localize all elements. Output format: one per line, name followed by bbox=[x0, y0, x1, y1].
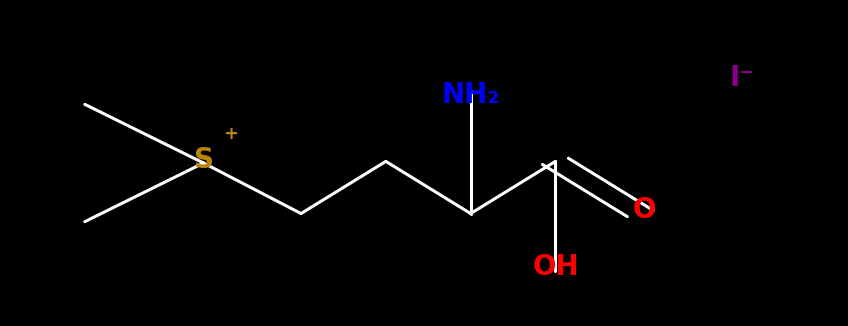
Text: S: S bbox=[193, 146, 214, 174]
Text: +: + bbox=[223, 125, 238, 143]
Text: I⁻: I⁻ bbox=[729, 64, 755, 92]
Text: NH₂: NH₂ bbox=[442, 81, 499, 109]
Text: OH: OH bbox=[533, 253, 578, 281]
Text: O: O bbox=[633, 196, 656, 224]
